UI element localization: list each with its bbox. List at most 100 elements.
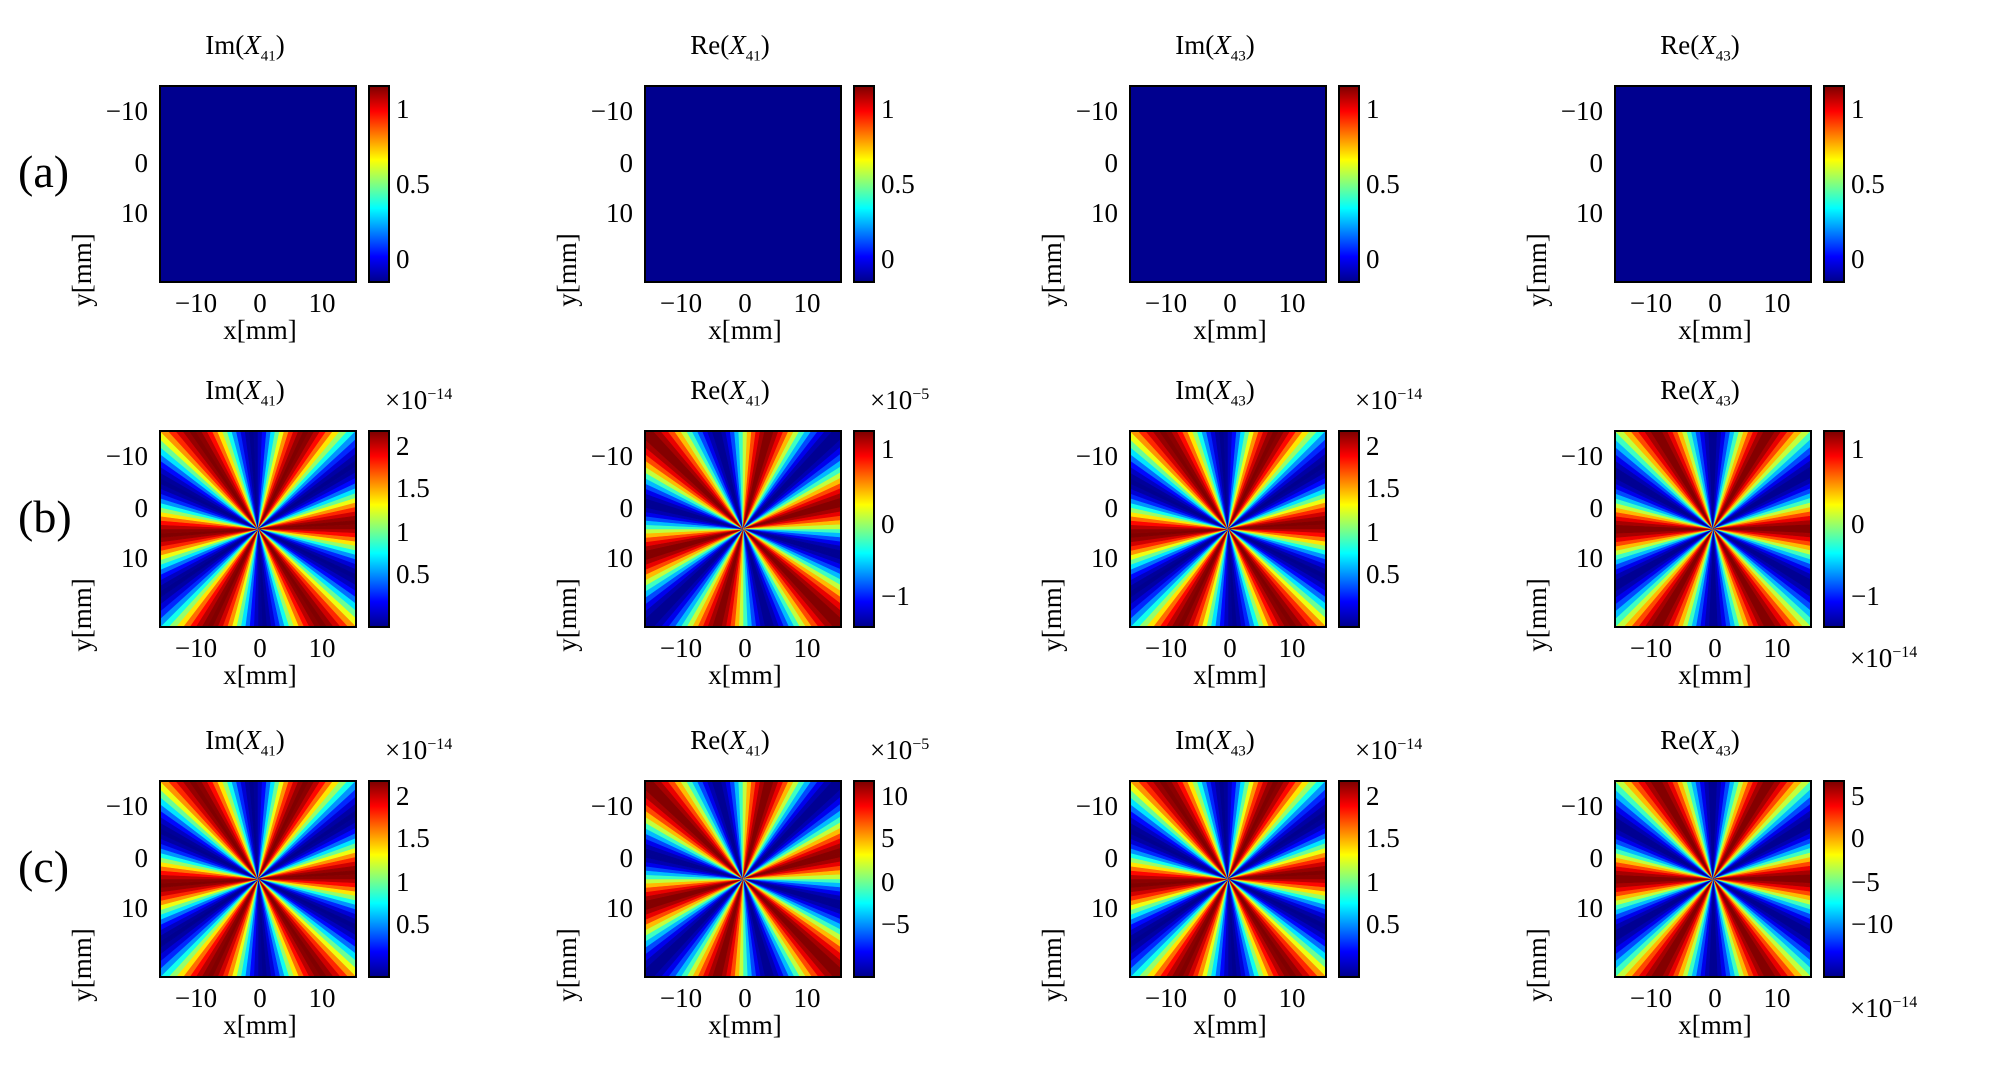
colorbar-tick-label: 1.5 [396,473,430,503]
title-func: Im [1175,725,1206,755]
title-paren-close: ) [275,725,285,755]
title-subscript: 43 [1230,393,1246,410]
title-paren-close: ) [760,375,770,405]
title-paren-open: ( [720,375,730,405]
y-tick-label: −10 [1075,96,1118,126]
colorbar-tick-label: 0 [881,509,895,539]
colorbar [853,85,875,283]
field-sector [1227,528,1237,626]
colorbar-tick-label: 0.5 [1366,559,1400,589]
field-sector [1708,432,1714,530]
multiplier-exponent: −5 [912,736,930,753]
heatmap-image [646,782,840,976]
heatmap-image [1131,87,1325,281]
y-axis-label: y[mm] [552,928,582,1002]
field-sector [161,528,259,543]
field-sector [1704,432,1714,530]
x-tick-label: 0 [253,288,267,318]
panel-title: Im(X43) [1070,30,1360,65]
colorbar-tick-label: 0 [396,244,410,274]
x-tick-label: 10 [1763,633,1791,663]
field-sector [1695,432,1714,530]
title-paren-close: ) [1730,30,1740,60]
field-sector [1227,878,1233,976]
title-paren-open: ( [1690,725,1700,755]
field-sector [742,870,840,880]
panel-title: Re(X41) [585,30,875,65]
title-subscript: 41 [260,743,276,760]
field-sector [1616,878,1714,893]
x-axis-label: x[mm] [1193,1010,1267,1040]
field-sector [1712,878,1731,976]
field-sector [1616,878,1714,897]
y-tick-label: −10 [1075,441,1118,471]
title-paren-close: ) [1245,725,1255,755]
field-sector [1712,878,1727,976]
field-sector [1712,865,1810,880]
x-tick-label: 10 [793,288,821,318]
field-sector [742,524,840,530]
colorbar-tick-label: 0 [881,244,895,274]
x-axis-label: x[mm] [1678,660,1752,690]
title-var: X [1214,725,1231,755]
colorbar-multiplier: ×10−14 [385,385,452,416]
title-func: Im [1175,375,1206,405]
multiplier-base: ×10 [1850,643,1893,673]
field-sector [253,782,259,880]
x-tick-label: −10 [1144,633,1188,663]
y-tick-label: 10 [1091,198,1118,228]
field-sector [742,878,761,976]
y-axis-label: y[mm] [67,928,97,1002]
heatmap-plot [644,430,842,628]
y-axis-label: y[mm] [67,578,97,652]
row-label: (b) [18,491,72,542]
y-tick-label: −10 [590,96,633,126]
field-sector [1699,782,1714,880]
panel-title: Im(X41) [100,725,390,760]
field-sector [725,782,744,880]
heatmap-plot [159,780,357,978]
field-sector [646,528,744,534]
colorbar-tick-label: −1 [881,581,910,611]
panel-title: Re(X41) [585,725,875,760]
x-tick-label: 0 [738,983,752,1013]
heatmap-panel: Im(X41) −10 0 10 −10 0 10 x[mm] y[mm] 0.5 1 1.5 2 ×10… [0,725,500,1070]
title-var: X [1214,30,1231,60]
colorbar-tick-label: 0 [881,867,895,897]
colorbar-tick-label: 1.5 [1366,823,1400,853]
field-sector [646,878,744,893]
colorbar [1338,85,1360,283]
heatmap-plot [1614,780,1812,978]
field-sector [161,528,259,534]
colorbar-tick-label: 1.5 [396,823,430,853]
title-var: X [729,725,746,755]
field-sector [244,782,259,880]
y-tick-label: 10 [1091,543,1118,573]
title-var: X [729,375,746,405]
title-paren-open: ( [720,725,730,755]
colorbar-tick-label: 0.5 [881,169,915,199]
field-sector [742,861,840,880]
field-sector [1131,878,1229,893]
x-axis-label: x[mm] [1678,1010,1752,1040]
title-subscript: 43 [1715,48,1731,65]
heatmap-panel: Re(X41) −10 0 10 −10 0 10 x[mm] y[mm] 0 0.5 1 [485,30,985,375]
field-sector [249,782,259,880]
y-tick-label: 0 [1104,843,1119,873]
title-var: X [1214,375,1231,405]
y-tick-label: 0 [134,493,149,523]
field-sector [1227,865,1325,880]
title-paren-close: ) [760,30,770,60]
y-tick-label: −10 [1075,791,1118,821]
colorbar-tick-label: 1 [1366,867,1380,897]
y-tick-label: −10 [1560,441,1603,471]
y-tick-label: 0 [1104,148,1119,178]
field-sector [1131,878,1229,897]
x-tick-label: 10 [793,983,821,1013]
title-func: Re [690,375,721,405]
field-sector [249,432,259,530]
field-sector [742,528,748,626]
field-sector [1214,782,1229,880]
field-sector [240,782,259,880]
